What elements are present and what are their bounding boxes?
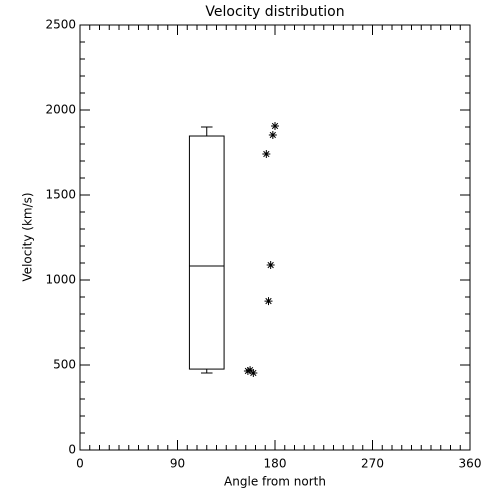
y-tick-label: 1000: [45, 273, 76, 287]
y-axis-label: Velocity (km/s): [21, 192, 35, 281]
point: [268, 130, 277, 139]
x-tick-label: 90: [170, 457, 185, 471]
x-axis-label: Angle from north: [224, 475, 326, 489]
chart-title: Velocity distribution: [205, 4, 344, 20]
y-tick-label: 2000: [45, 103, 76, 117]
box-body: [188, 135, 225, 370]
point: [249, 368, 258, 377]
y-tick-label: 1500: [45, 188, 76, 202]
point: [264, 297, 273, 306]
point: [266, 261, 275, 270]
point: [262, 150, 271, 159]
point: [243, 366, 252, 375]
point: [246, 366, 255, 375]
y-tick-label: 500: [53, 358, 76, 372]
x-tick-label: 360: [459, 457, 482, 471]
plot-frame: [79, 24, 471, 451]
point: [271, 121, 279, 130]
x-tick-label: 180: [264, 457, 287, 471]
x-tick-label: 270: [361, 457, 384, 471]
y-tick-label: 0: [68, 443, 76, 457]
x-tick-label: 0: [76, 457, 84, 471]
y-tick-label: 2500: [45, 18, 76, 32]
